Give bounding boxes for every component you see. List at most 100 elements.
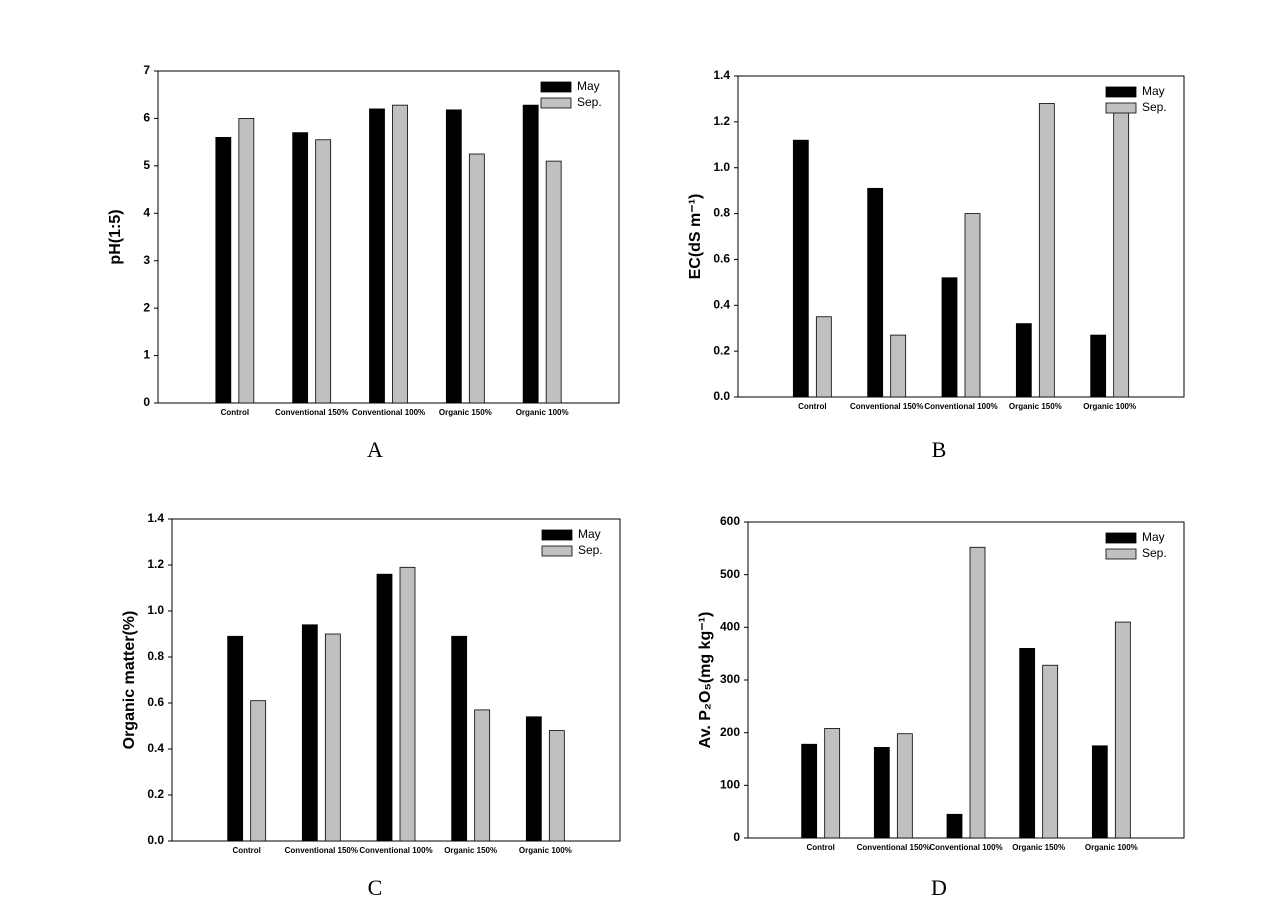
bar — [1114, 621, 1131, 839]
legend-swatch — [541, 529, 573, 541]
bar — [399, 566, 416, 842]
bar — [969, 546, 986, 839]
bar — [227, 635, 244, 842]
bar — [525, 716, 542, 842]
legend-swatch — [1105, 102, 1137, 114]
bar — [867, 187, 884, 398]
bar — [250, 700, 267, 842]
plot-frame — [171, 518, 621, 842]
x-tick-label: Control — [232, 846, 260, 855]
y-axis-label: EC(dS m⁻¹) — [687, 194, 704, 280]
x-tick-label: Organic 100% — [1083, 402, 1136, 411]
plot-frame — [157, 70, 620, 404]
bar — [873, 747, 890, 839]
legend-swatch — [1105, 532, 1137, 544]
bar — [369, 108, 385, 404]
x-tick-label: Conventional 150% — [285, 846, 358, 855]
x-tick-label: Organic 150% — [439, 408, 492, 417]
bar — [315, 139, 332, 404]
y-tick-label: 5 — [143, 158, 150, 172]
panel-caption: B — [932, 437, 947, 462]
y-tick-label: 0.8 — [713, 206, 730, 220]
bar — [946, 813, 963, 839]
y-tick-label: 0.6 — [713, 252, 730, 266]
x-tick-label: Control — [798, 402, 826, 411]
bar — [815, 316, 832, 398]
bar — [548, 730, 565, 842]
legend-swatch — [1105, 86, 1137, 98]
bar — [522, 104, 539, 404]
bar — [1113, 105, 1130, 398]
bar — [941, 277, 958, 398]
plot-frame — [737, 75, 1185, 398]
x-tick-label: Conventional 100% — [352, 408, 425, 417]
y-axis-label: Av. P₂O₅(mg kg⁻¹) — [697, 612, 714, 749]
bar — [238, 118, 255, 404]
y-tick-label: 1.0 — [713, 160, 730, 174]
x-tick-label: Conventional 150% — [275, 408, 348, 417]
legend-swatch — [540, 81, 572, 93]
bar — [392, 104, 408, 404]
legend-label: Sep. — [1142, 100, 1167, 114]
legend-label: Sep. — [577, 95, 602, 109]
x-tick-label: Organic 150% — [1012, 843, 1065, 852]
y-tick-label: 0 — [733, 830, 740, 844]
bar — [890, 334, 907, 398]
bar — [324, 633, 341, 842]
bar — [964, 213, 981, 398]
x-tick-label: Organic 150% — [444, 846, 497, 855]
bar — [451, 635, 468, 842]
x-tick-label: Organic 100% — [1085, 843, 1138, 852]
x-tick-label: Conventional 100% — [924, 402, 997, 411]
x-tick-label: Control — [221, 408, 249, 417]
y-tick-label: 1 — [143, 348, 150, 362]
x-tick-label: Organic 100% — [519, 846, 572, 855]
panel-caption: A — [367, 437, 383, 462]
y-tick-label: 0.2 — [713, 343, 730, 357]
y-tick-label: 200 — [720, 725, 740, 739]
y-axis-label: pH(1:5) — [107, 209, 124, 264]
legend-label: May — [578, 527, 601, 541]
bar — [1015, 323, 1032, 398]
bar — [896, 733, 913, 839]
bar — [1090, 334, 1107, 398]
x-tick-label: Organic 150% — [1009, 402, 1062, 411]
y-tick-label: 6 — [143, 111, 150, 125]
legend-label: May — [577, 79, 600, 93]
y-tick-label: 1.0 — [147, 603, 164, 617]
y-tick-label: 0.8 — [147, 649, 164, 663]
bar — [292, 132, 309, 404]
legend-label: May — [1142, 530, 1165, 544]
y-tick-label: 400 — [720, 620, 740, 634]
bar — [824, 728, 841, 839]
x-tick-label: Control — [806, 843, 834, 852]
y-tick-label: 0.4 — [713, 297, 730, 311]
x-tick-label: Conventional 150% — [850, 402, 923, 411]
x-tick-label: Conventional 100% — [359, 846, 432, 855]
y-tick-label: 300 — [720, 672, 740, 686]
y-tick-label: 1.2 — [713, 114, 730, 128]
y-tick-label: 1.4 — [713, 68, 730, 82]
y-tick-label: 500 — [720, 567, 740, 581]
bar — [445, 109, 462, 404]
y-tick-label: 0 — [143, 395, 150, 409]
y-tick-label: 1.4 — [147, 511, 164, 525]
bar — [545, 160, 562, 404]
y-tick-label: 4 — [143, 205, 150, 219]
x-tick-label: Conventional 150% — [857, 843, 930, 852]
y-tick-label: 100 — [720, 778, 740, 792]
bar — [215, 136, 232, 404]
y-tick-label: 600 — [720, 514, 740, 528]
bar — [792, 139, 809, 398]
legend-swatch — [540, 97, 572, 109]
y-tick-label: 0.0 — [713, 389, 730, 403]
bar — [1019, 648, 1036, 839]
panel-caption: D — [931, 875, 947, 900]
y-tick-label: 0.2 — [147, 787, 164, 801]
bar — [801, 743, 818, 839]
bar — [376, 573, 393, 842]
y-tick-label: 0.4 — [147, 741, 164, 755]
legend-swatch — [541, 545, 573, 557]
bar — [474, 709, 491, 842]
